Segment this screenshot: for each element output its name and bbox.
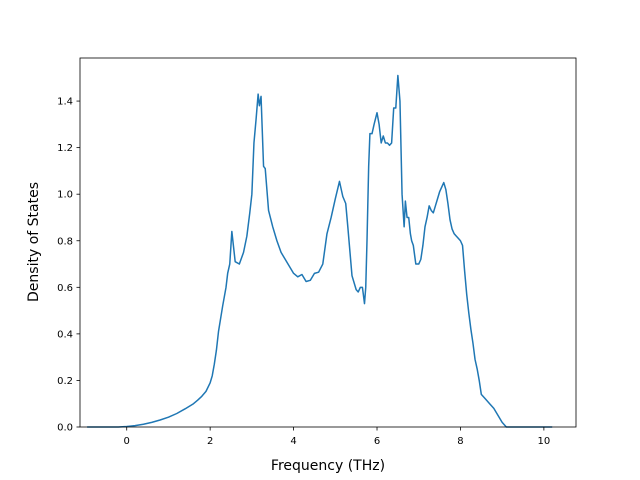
y-tick-label: 1.2 xyxy=(57,143,73,154)
y-tick-label: 0.4 xyxy=(57,329,73,340)
x-tick-label: 2 xyxy=(207,436,213,447)
y-tick-label: 0.8 xyxy=(57,236,73,247)
x-tick-label: 0 xyxy=(124,436,130,447)
y-tick-label: 1.0 xyxy=(57,190,73,201)
y-tick-label: 1.4 xyxy=(57,97,73,108)
plot-area xyxy=(87,74,553,428)
x-axis-label: Frequency (THz) xyxy=(271,458,385,474)
axes-frame xyxy=(79,57,577,428)
y-axis-ticks: 0.0 0.2 0.4 0.6 0.8 1.0 1.2 1.4 xyxy=(57,97,80,434)
dos-series-line xyxy=(87,74,553,428)
y-tick-label: 0.6 xyxy=(57,283,73,294)
x-axis-ticks: 0 2 4 6 8 10 xyxy=(124,427,551,447)
y-tick-label: 0.2 xyxy=(57,376,73,387)
y-tick-label: 0.0 xyxy=(57,423,73,434)
x-tick-label: 4 xyxy=(290,436,296,447)
x-tick-label: 6 xyxy=(374,436,380,447)
x-tick-label: 10 xyxy=(538,436,551,447)
y-axis-label: Density of States xyxy=(26,182,42,302)
x-tick-label: 8 xyxy=(457,436,463,447)
